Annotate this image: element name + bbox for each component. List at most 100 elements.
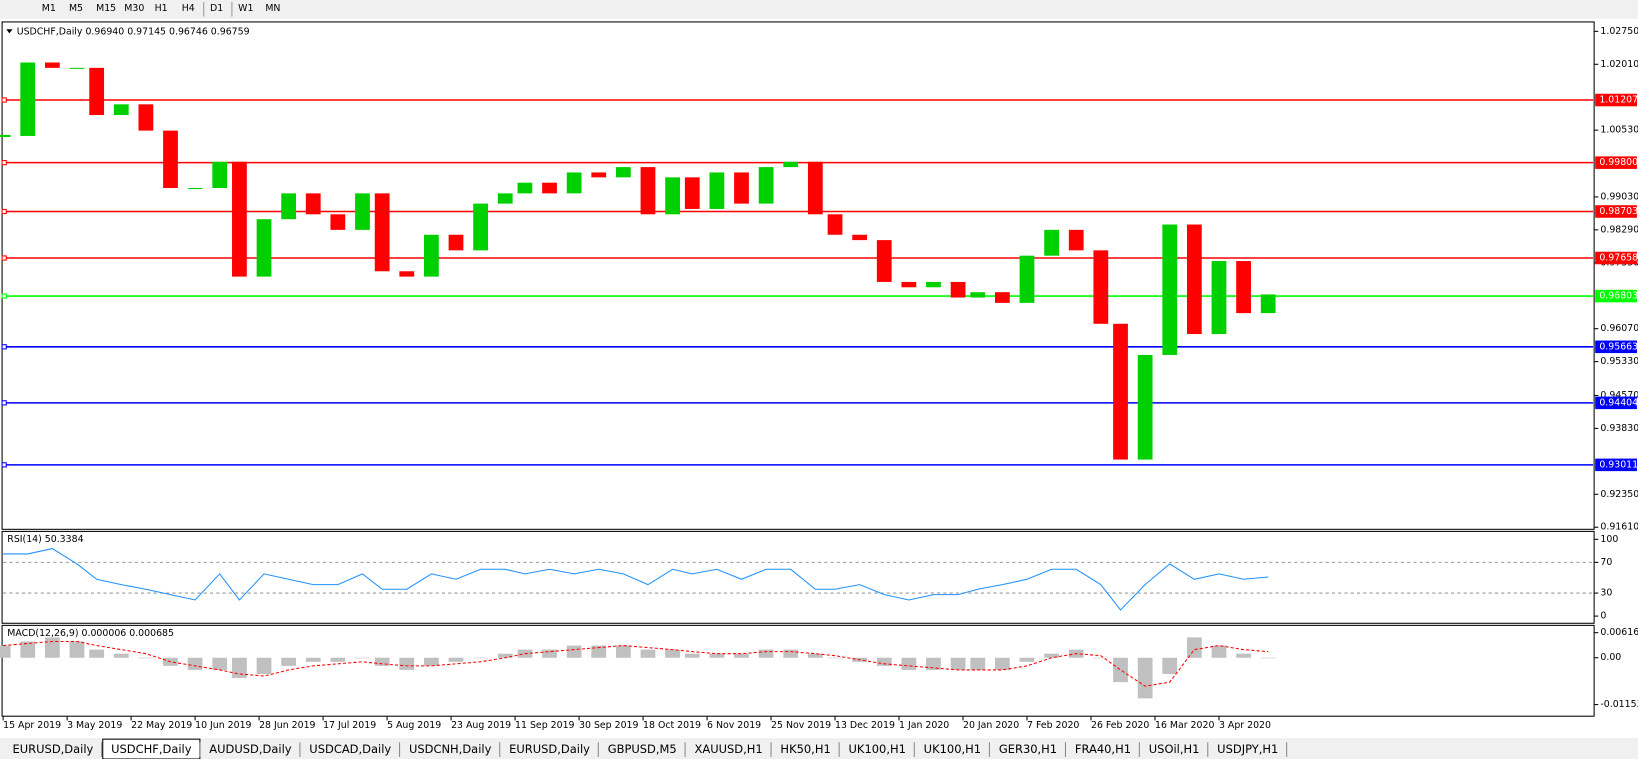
tab[interactable] [4, 741, 102, 758]
tab[interactable] [772, 741, 840, 758]
tab[interactable] [300, 741, 400, 758]
macd-bar [212, 657, 228, 670]
level-handle [1, 160, 7, 166]
level-handle [1, 208, 7, 215]
tab[interactable] [915, 741, 990, 758]
level-handle [1, 344, 7, 350]
candle [758, 167, 774, 204]
macd-bar [281, 657, 297, 666]
candle [970, 292, 986, 298]
timeframe-button[interactable]: MN [265, 3, 280, 14]
candle [113, 104, 129, 116]
macd-bar [305, 657, 321, 662]
macd-bar [355, 657, 370, 659]
timeframe-button[interactable]: W1 [238, 3, 253, 14]
candle [1019, 255, 1035, 303]
macd-bar [473, 657, 488, 659]
macd-bar [926, 657, 941, 670]
level-tag [1595, 340, 1637, 354]
tab-label[interactable]: GBPUSD,M5 [608, 742, 677, 756]
close: 0.96759 [211, 26, 250, 37]
y-tick-label: 0.93830 [1600, 423, 1638, 434]
candle [424, 234, 439, 277]
tab-label[interactable]: USOil,H1 [1149, 742, 1200, 756]
collapse-icon [6, 29, 13, 34]
tab-label[interactable]: FRA40,H1 [1075, 742, 1131, 756]
candle [330, 214, 346, 230]
macd-bar [758, 649, 774, 658]
candle [1044, 229, 1059, 256]
tab-label[interactable]: GER30,H1 [999, 742, 1057, 756]
tab[interactable] [400, 741, 500, 758]
candle [665, 177, 680, 215]
tab[interactable] [990, 741, 1066, 758]
tab[interactable] [500, 741, 599, 758]
x-tick-label: 17 Jul 2019 [323, 720, 376, 731]
macd-bar [1260, 657, 1276, 659]
macd-bar [709, 653, 725, 658]
timeframe-button[interactable]: D1 [210, 3, 223, 14]
candle [20, 62, 36, 136]
y-tick-label: 1.02010 [1600, 59, 1638, 70]
macd-bar [1236, 653, 1251, 658]
tab-label[interactable]: AUDUSD,Daily [209, 742, 291, 756]
tab[interactable] [200, 741, 300, 758]
candle [374, 193, 390, 272]
x-tick-label: 3 May 2019 [67, 720, 122, 731]
candle [497, 193, 513, 204]
timeframe-button[interactable]: M1 [42, 3, 56, 14]
level-label: 0.99800 [1599, 157, 1638, 168]
tab[interactable] [1066, 741, 1140, 758]
tab-label[interactable]: EURUSD,Daily [509, 742, 590, 756]
timeframe-button[interactable]: H1 [155, 3, 168, 14]
macd-bar [807, 653, 823, 658]
timeframe-button[interactable]: H4 [182, 3, 195, 14]
level-tag [1595, 251, 1637, 265]
macd-bar [827, 657, 843, 659]
candle [305, 193, 321, 215]
candle [1186, 224, 1202, 335]
timeframe-button[interactable]: M15 [96, 3, 116, 14]
tab-label[interactable]: USDJPY,H1 [1217, 742, 1278, 756]
tab[interactable] [1208, 741, 1287, 758]
candle [640, 167, 656, 215]
x-tick-label: 26 Feb 2020 [1091, 720, 1149, 731]
timeframe-button[interactable]: M30 [124, 3, 144, 14]
timeframe-button[interactable]: M5 [69, 3, 83, 14]
candle [950, 281, 966, 298]
tab-label[interactable]: USDCAD,Daily [309, 742, 391, 756]
x-tick-label: 22 May 2019 [131, 720, 192, 731]
macd-bar [876, 657, 892, 666]
candle [734, 172, 749, 204]
candle [355, 193, 370, 230]
tab-label[interactable]: UK100,H1 [924, 742, 981, 756]
level-label: 0.94404 [1599, 397, 1638, 408]
tab[interactable] [599, 741, 686, 758]
tab-label[interactable]: UK100,H1 [849, 742, 906, 756]
candle [138, 104, 154, 131]
level-tag [1595, 396, 1637, 410]
tab[interactable] [686, 741, 772, 758]
tab[interactable] [840, 741, 915, 758]
tab-label[interactable]: XAUUSD,H1 [694, 742, 762, 756]
macd-bar [20, 641, 36, 658]
level-tag [1595, 458, 1637, 472]
candle [69, 67, 85, 69]
level-tag [1595, 156, 1637, 169]
candle [926, 281, 941, 288]
macd-bar [1186, 637, 1202, 658]
x-tick-label: 10 Jun 2019 [195, 720, 251, 731]
macd-signal [3, 640, 1269, 687]
macd-tick-label: -0.011531 [1600, 699, 1638, 710]
tab-label[interactable]: HK50,H1 [780, 742, 830, 756]
level-label: 1.01207 [1599, 95, 1638, 106]
candle [1211, 261, 1227, 335]
tab[interactable] [1140, 741, 1208, 758]
tab-label[interactable]: USDCHF,Daily [111, 742, 192, 756]
x-tick-label: 1 Jan 2020 [899, 720, 949, 731]
tab-label[interactable]: EURUSD,Daily [13, 742, 94, 756]
macd-bar [330, 657, 346, 662]
tab-label[interactable]: USDCNH,Daily [409, 742, 492, 756]
macd-bar [69, 641, 85, 658]
